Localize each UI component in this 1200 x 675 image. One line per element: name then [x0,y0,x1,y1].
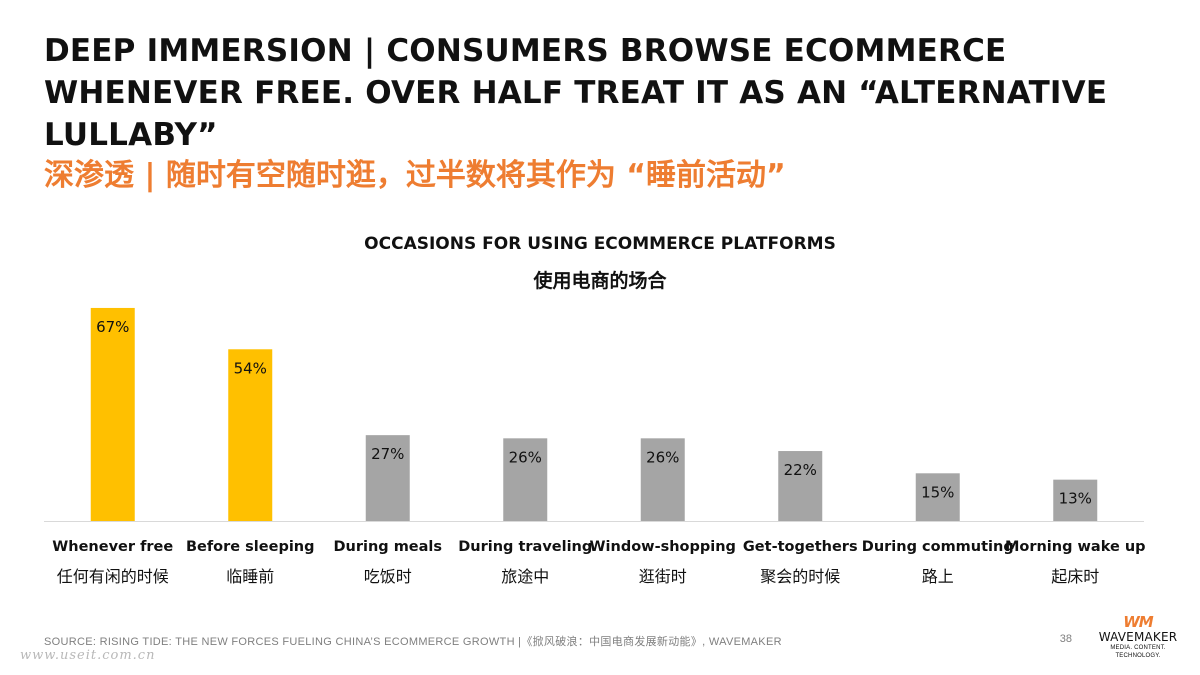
source-note: SOURCE: RISING TIDE: THE NEW FORCES FUEL… [44,636,782,648]
page-number: 38 [1059,633,1072,645]
bar [365,435,410,521]
watermark: www.useit.com.cn [20,648,156,663]
bar [640,438,685,521]
bar [503,438,548,521]
bar [228,349,273,521]
data-label: 26% [509,448,542,466]
bar [915,473,960,521]
data-label: 22% [784,461,817,479]
category-label: Get-togethers [743,539,858,555]
category-label: Window-shopping [590,539,736,555]
bar [90,307,135,521]
data-label: 27% [371,445,404,463]
page-title: DEEP IMMERSION | CONSUMERS BROWSE ECOMME… [44,33,1108,153]
category-label-chinese: 起床时 [1051,567,1099,586]
bar [1053,479,1098,521]
data-label: 15% [921,483,954,501]
page-title-chinese: 深渗透 | 随时有空随时逛，过半数将其作为 “睡前活动” [44,158,786,193]
category-label: Before sleeping [186,539,315,555]
category-label: During meals [333,539,442,555]
data-label: 26% [646,448,679,466]
category-label: Whenever free [52,539,173,555]
category-label-chinese: 逛街时 [639,567,687,586]
logo-name: WAVEMAKER [1098,630,1178,644]
data-label: 67% [96,318,129,336]
category-label-chinese: 临睡前 [226,567,274,586]
logo-tagline: MEDIA. CONTENT. TECHNOLOGY. [1110,645,1166,659]
chart-title: OCCASIONS FOR USING ECOMMERCE PLATFORMS [364,234,836,254]
category-label-chinese: 任何有闲的时候 [57,567,169,586]
category-label-chinese: 路上 [922,567,954,586]
category-label: During traveling [458,539,592,555]
category-label-chinese: 聚会的时候 [760,567,840,586]
logo-mark: WM [1123,613,1153,631]
wavemaker-logo: WM WAVEMAKER MEDIA. CONTENT. TECHNOLOGY. [1092,614,1184,660]
chart-subtitle: 使用电商的场合 [533,270,667,292]
category-label-chinese: 吃饭时 [364,567,412,586]
data-label: 54% [234,359,267,377]
category-label: Morning wake up [1005,539,1146,555]
data-label: 13% [1059,490,1092,508]
category-label-chinese: 旅途中 [501,567,549,586]
bar [778,451,823,521]
category-label: During commuting [862,539,1014,555]
